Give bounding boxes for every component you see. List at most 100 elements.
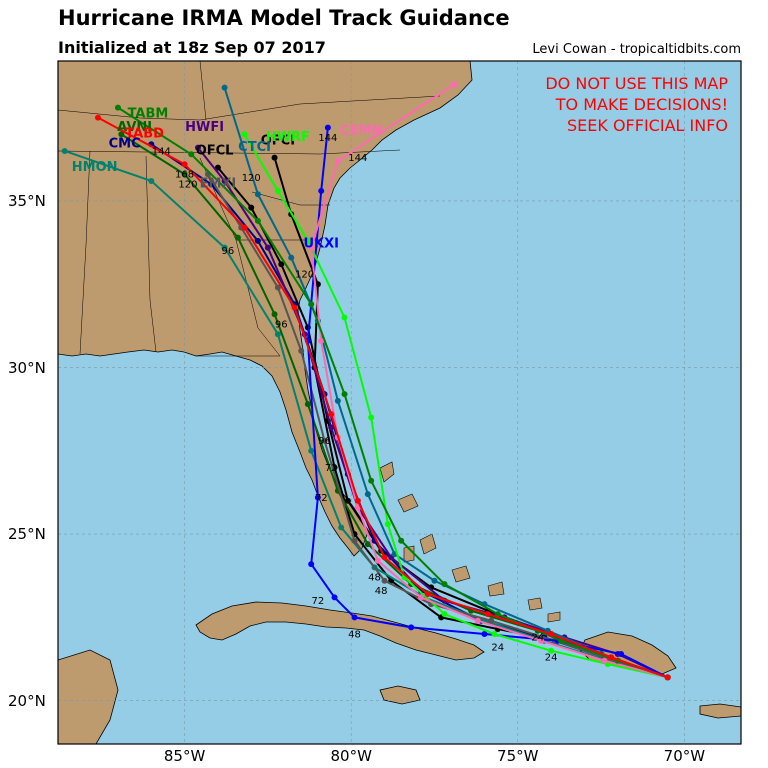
track-point — [324, 124, 331, 131]
track-point — [214, 164, 221, 171]
model-label-tabm: TABM — [128, 107, 169, 122]
model-label-cemn: CEMN — [340, 123, 382, 138]
track-point — [308, 301, 315, 308]
track-point — [451, 81, 458, 88]
track-point — [221, 244, 228, 251]
track-point — [314, 281, 321, 288]
track-point — [241, 131, 248, 138]
track-point — [94, 114, 101, 121]
lat-tick-label: 20°N — [8, 691, 46, 710]
track-point — [181, 171, 188, 178]
init-time: Initialized at 18z Sep 07 2017 — [58, 38, 326, 57]
track-line — [310, 83, 668, 679]
track-point — [488, 617, 495, 624]
model-label-hwfi: HWFI — [185, 120, 224, 135]
lon-tick-label: 75°W — [497, 747, 539, 765]
track-point — [344, 497, 351, 504]
track-point — [441, 611, 448, 618]
jamaica — [379, 685, 421, 705]
track-point — [271, 154, 278, 161]
track-point — [608, 654, 615, 661]
hour-label: 24 — [491, 643, 504, 654]
track-point — [274, 331, 281, 338]
track-point — [264, 244, 271, 251]
track-point — [241, 224, 248, 231]
model-label-hwrf: HWRF — [266, 130, 310, 145]
track-point — [601, 657, 608, 664]
track-point — [381, 577, 388, 584]
track-point — [441, 581, 448, 588]
track-point — [374, 557, 381, 564]
track-point — [274, 187, 281, 194]
track-point — [548, 631, 555, 638]
track-line — [97, 116, 669, 679]
model-labels: OFCI OFCL AVNI CMC HWFI CTCI HMON EMXI UKXI HWRF C… — [72, 107, 383, 252]
lat-tick-label: 30°N — [8, 358, 46, 377]
model-label-avni: AVNI — [117, 120, 152, 135]
track-point — [474, 617, 481, 624]
hour-label: 24 — [545, 653, 558, 664]
track-point — [341, 391, 348, 398]
track-point — [431, 577, 438, 584]
track-point — [328, 424, 335, 431]
hour-label: 168 — [175, 170, 194, 181]
track-point — [291, 304, 298, 311]
track-point — [338, 524, 345, 531]
track-point — [304, 401, 311, 408]
hour-label: 144 — [318, 133, 337, 144]
hour-label: 96 — [275, 320, 288, 331]
track-point — [548, 647, 555, 654]
map-title: Hurricane IRMA Model Track Guidance — [58, 6, 510, 30]
track-point — [188, 151, 195, 158]
land-layer — [58, 61, 741, 744]
hour-label: 72 — [325, 463, 338, 474]
track-point — [664, 674, 671, 681]
track-point — [308, 561, 315, 568]
model-label-tabd: TABD — [125, 127, 164, 142]
track-point — [254, 191, 261, 198]
hour-label: 48 — [368, 573, 381, 584]
track-point — [381, 554, 388, 561]
track-point — [354, 497, 361, 504]
model-label-ukxi: UKXI — [303, 237, 339, 252]
track-point — [398, 537, 405, 544]
model-label-hmon: HMON — [72, 160, 118, 175]
model-label-emxi: EMXI — [200, 177, 237, 192]
track-tabd — [94, 114, 671, 681]
track-point — [271, 311, 278, 318]
model-label-ctci: CTCI — [238, 140, 271, 155]
warning-line-3: SEEK OFFICIAL INFO — [567, 116, 728, 135]
track-point — [328, 411, 335, 418]
hour-label: 120 — [178, 180, 197, 191]
track-point — [318, 187, 325, 194]
track-point — [288, 254, 295, 261]
hour-label: 72 — [312, 596, 325, 607]
track-point — [181, 161, 188, 168]
hour-label: 96 — [318, 436, 331, 447]
hour-label: 48 — [348, 629, 361, 640]
track-point — [368, 414, 375, 421]
track-point — [334, 157, 341, 164]
track-point — [364, 541, 371, 548]
track-cemn — [308, 81, 671, 681]
track-point — [418, 594, 425, 601]
track-line — [223, 87, 669, 679]
track-point — [118, 131, 125, 138]
track-hwrf — [241, 131, 671, 681]
hour-label: 120 — [242, 173, 261, 184]
track-point — [254, 237, 261, 244]
track-point — [424, 591, 431, 598]
hour-label: 24 — [531, 633, 544, 644]
puerto-rico — [699, 703, 741, 719]
track-point — [481, 631, 488, 638]
track-line — [243, 133, 668, 679]
track-point — [384, 521, 391, 528]
warning-line-2: TO MAKE DECISIONS! — [555, 95, 728, 114]
credit: Levi Cowan - tropicaltidbits.com — [532, 42, 741, 57]
hour-label: 144 — [152, 146, 171, 157]
track-point — [148, 177, 155, 184]
yucatan — [58, 649, 119, 744]
track-point — [114, 104, 121, 111]
track-line — [117, 106, 669, 679]
